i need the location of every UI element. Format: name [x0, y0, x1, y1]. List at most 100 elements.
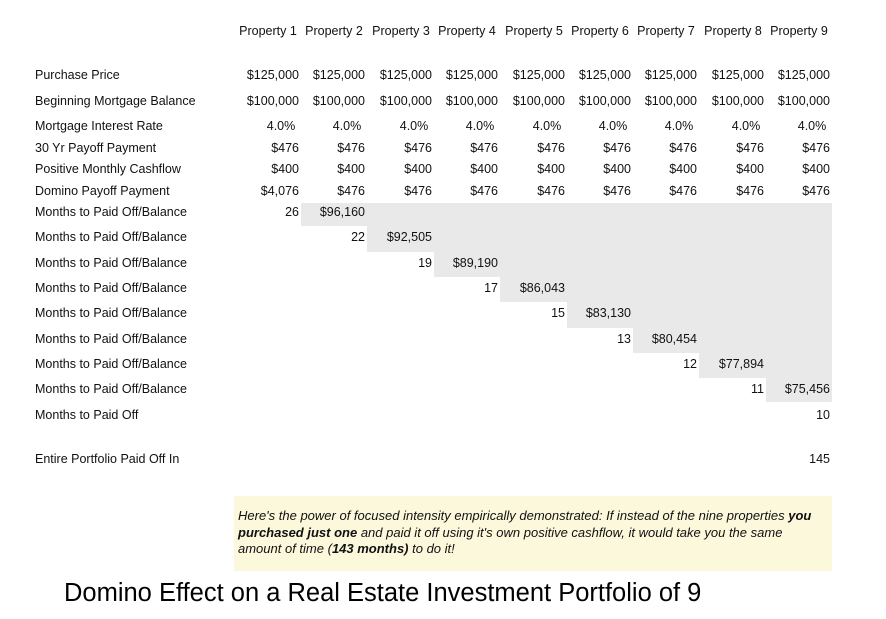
table-cell: 4.0%	[532, 119, 562, 133]
column-header: Property 2	[305, 24, 363, 38]
shaded-region	[434, 252, 832, 277]
shaded-region	[633, 328, 832, 353]
balance-cell: $96,160	[319, 205, 365, 219]
balance-cell: $89,190	[452, 256, 498, 270]
balance-cell: $80,454	[651, 332, 697, 346]
shaded-region	[766, 378, 832, 402]
column-header: Property 1	[239, 24, 297, 38]
months-cell: 15	[551, 306, 565, 320]
table-cell: $125,000	[644, 68, 697, 82]
shaded-region	[699, 353, 832, 378]
table-cell: $125,000	[512, 68, 565, 82]
balance-cell: $92,505	[386, 230, 432, 244]
spreadsheet: Property 1 Property 2 Property 3 Property 4…	[35, 24, 832, 466]
table-cell: $4,076	[260, 184, 299, 198]
row-label: Months to Paid Off/Balance	[35, 332, 187, 346]
table-cell: $476	[736, 184, 764, 198]
table-cell: $125,000	[777, 68, 830, 82]
table-cell: $100,000	[644, 94, 697, 108]
column-header: Property 8	[704, 24, 762, 38]
table-cell: $100,000	[711, 94, 764, 108]
column-header: Property 4	[438, 24, 496, 38]
table-cell: 4.0%	[399, 119, 429, 133]
months-cell: 13	[617, 332, 631, 346]
row-label: Months to Paid Off	[35, 408, 139, 422]
row-label: Purchase Price	[35, 68, 120, 82]
table-cell: $476	[337, 184, 365, 198]
months-cell: 17	[484, 281, 498, 295]
table-cell: $476	[404, 184, 432, 198]
months-cell: 26	[285, 205, 299, 219]
table-cell: $400	[669, 162, 697, 176]
total-cell: 145	[809, 452, 830, 466]
table-cell: $400	[470, 162, 498, 176]
months-cell: 11	[751, 382, 764, 396]
row-label: Months to Paid Off/Balance	[35, 256, 187, 270]
table-cell: $476	[603, 141, 631, 155]
table-cell: $476	[802, 184, 830, 198]
table-cell: $476	[537, 184, 565, 198]
table-cell: $476	[271, 141, 299, 155]
balance-cell: $77,894	[718, 357, 764, 371]
table-cell: $125,000	[312, 68, 365, 82]
table-cell: $476	[537, 141, 565, 155]
row-label: Months to Paid Off/Balance	[35, 205, 187, 219]
table-cell: $400	[537, 162, 565, 176]
page-title: Domino Effect on a Real Estate Investmen…	[64, 579, 702, 607]
row-label: Months to Paid Off/Balance	[35, 357, 187, 371]
table-cell: $100,000	[777, 94, 830, 108]
balance-cell: $75,456	[784, 382, 830, 396]
table-cell: $100,000	[578, 94, 631, 108]
shaded-region	[301, 203, 832, 226]
row-label: 30 Yr Payoff Payment	[35, 141, 157, 155]
column-header: Property 9	[770, 24, 828, 38]
row-label: Months to Paid Off/Balance	[35, 306, 187, 320]
shaded-region	[567, 302, 832, 328]
table-cell: 4.0%	[598, 119, 628, 133]
table-cell: $400	[337, 162, 365, 176]
table-cell: $400	[271, 162, 299, 176]
months-cell: 10	[816, 408, 830, 422]
months-cell: 12	[683, 357, 697, 371]
column-header: Property 3	[372, 24, 430, 38]
note-text: Here's the power of focused intensity em…	[238, 508, 789, 523]
row-label: Beginning Mortgage Balance	[35, 94, 196, 108]
table-cell: $125,000	[578, 68, 631, 82]
row-label: Months to Paid Off/Balance	[35, 230, 187, 244]
table-cell: $400	[603, 162, 631, 176]
table-cell: $476	[603, 184, 631, 198]
table-cell: 4.0%	[797, 119, 827, 133]
table-cell: 4.0%	[266, 119, 296, 133]
table-cell: $476	[404, 141, 432, 155]
table-cell: $476	[337, 141, 365, 155]
table-cell: $100,000	[512, 94, 565, 108]
table-cell: 4.0%	[465, 119, 495, 133]
note-emphasis: 143 months)	[331, 541, 409, 556]
table-cell: $476	[470, 184, 498, 198]
table-cell: $100,000	[312, 94, 365, 108]
table-cell: $100,000	[246, 94, 299, 108]
table-cell: $125,000	[711, 68, 764, 82]
table-cell: 4.0%	[731, 119, 761, 133]
table-cell: $125,000	[379, 68, 432, 82]
shaded-region	[500, 277, 832, 302]
note-emphasis: you purchased just one	[238, 508, 812, 540]
table-cell: 4.0%	[664, 119, 694, 133]
column-header: Property 6	[571, 24, 629, 38]
table-cell: $400	[802, 162, 830, 176]
table-cell: $125,000	[445, 68, 498, 82]
table-cell: $125,000	[246, 68, 299, 82]
row-label: Months to Paid Off/Balance	[35, 382, 187, 396]
table-cell: $100,000	[445, 94, 498, 108]
months-cell: 19	[418, 256, 432, 270]
row-label: Entire Portfolio Paid Off In	[35, 452, 180, 466]
row-label: Months to Paid Off/Balance	[35, 281, 187, 295]
table-cell: $476	[669, 141, 697, 155]
note-text: to do it!	[408, 541, 455, 556]
balance-cell: $86,043	[519, 281, 565, 295]
table-cell: $400	[736, 162, 764, 176]
row-label: Mortgage Interest Rate	[35, 119, 163, 133]
table-cell: $400	[404, 162, 432, 176]
shaded-region	[367, 226, 832, 252]
table-cell: $476	[470, 141, 498, 155]
